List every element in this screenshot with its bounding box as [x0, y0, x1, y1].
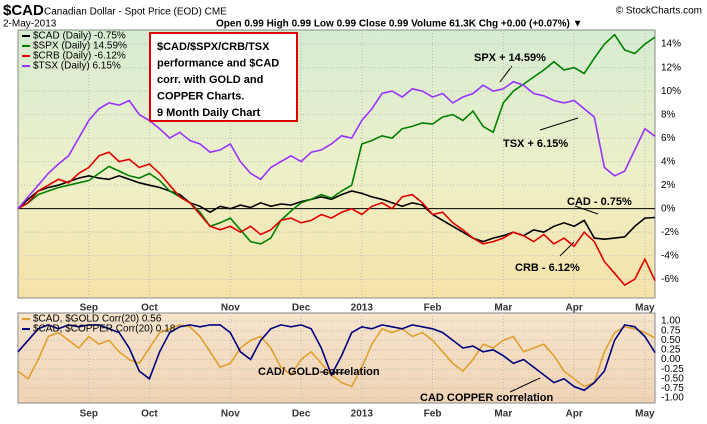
x-tick-label: Sep [80, 303, 98, 314]
callout-text: corr. with GOLD and [157, 74, 263, 86]
callout-text: performance and $CAD [157, 57, 279, 69]
callout-text: COPPER Charts. [157, 90, 244, 102]
annotation: CAD - 0.75% [567, 196, 632, 208]
instrument-name: Canadian Dollar - Spot Price (EOD) CME [44, 7, 227, 18]
annotation: CRB - 6.12% [515, 262, 580, 274]
y-tick-label: -1.00 [661, 393, 684, 404]
y-tick-label: 6% [661, 133, 676, 144]
y-tick-label: 0.00 [661, 354, 681, 365]
y-tick-label: -6% [661, 274, 679, 285]
x-tick-label: Oct [141, 303, 158, 314]
x-tick-label: Feb [424, 409, 442, 420]
callout-text: 9 Month Daily Chart [157, 107, 261, 119]
y-tick-label: 8% [661, 109, 676, 120]
x-tick-label: Apr [565, 409, 582, 420]
legend-label: $CAD (Daily) -0.75% [33, 31, 126, 42]
y-tick-label: 14% [661, 39, 681, 50]
y-tick-label: 12% [661, 62, 681, 73]
x-tick-label: Nov [221, 303, 240, 314]
y-tick-label: -2% [661, 227, 679, 238]
quote: Open 0.99 High 0.99 Low 0.99 Close 0.99 … [216, 19, 583, 30]
x-tick-label: 2013 [351, 409, 374, 420]
date: 2-May-2013 [3, 19, 57, 30]
legend-label: $TSX (Daily) 6.15% [33, 61, 121, 72]
annotation: TSX + 6.15% [503, 138, 568, 150]
y-tick-label: 0.50 [661, 335, 681, 346]
symbol: $CAD [3, 2, 44, 19]
y-tick-label: 1.00 [661, 316, 681, 327]
y-tick-label: -0.50 [661, 373, 684, 384]
series-line [17, 33, 656, 245]
y-tick-label: 4% [661, 156, 676, 167]
x-tick-label: May [635, 409, 655, 420]
y-tick-label: 0% [661, 203, 676, 214]
x-tick-label: Mar [494, 409, 512, 420]
y-tick-label: -4% [661, 250, 679, 261]
annotation: SPX + 14.59% [474, 52, 546, 64]
series-line [17, 324, 656, 388]
y-tick-label: 0.75 [661, 325, 681, 336]
y-tick-label: -0.25 [661, 364, 684, 375]
legend-label: $SPX (Daily) 14.59% [33, 41, 127, 52]
x-tick-label: May [635, 303, 655, 314]
source: © StockCharts.com [616, 6, 702, 17]
y-tick-label: 10% [661, 86, 681, 97]
annotation: CAD COPPER correlation [420, 392, 554, 404]
legend-label: $CAD, $GOLD Corr(20) 0.56 [33, 314, 162, 325]
x-tick-label: Oct [141, 409, 158, 420]
y-tick-label: 2% [661, 180, 676, 191]
x-tick-label: Apr [565, 303, 582, 314]
x-tick-label: Dec [292, 409, 311, 420]
annotation: CAD/ GOLD correlation [258, 366, 380, 378]
callout-box [149, 32, 298, 122]
x-tick-label: Dec [292, 303, 311, 314]
y-tick-label: 0.25 [661, 345, 681, 356]
x-tick-label: Mar [494, 303, 512, 314]
x-tick-label: Sep [80, 409, 98, 420]
plot-area [17, 29, 656, 299]
legend-label: $CAD, $COPPER Corr(20) 0.18 [33, 324, 176, 335]
x-tick-label: 2013 [351, 303, 374, 314]
series-line [17, 174, 656, 243]
y-tick-label: -0.75 [661, 383, 684, 394]
x-tick-label: Feb [424, 303, 442, 314]
x-tick-label: Nov [221, 409, 240, 420]
series-line [17, 151, 656, 287]
legend-label: $CRB (Daily) -6.12% [33, 51, 126, 62]
series-line [17, 80, 656, 210]
series-line [17, 324, 656, 392]
callout-text: $CAD/$SPX/CRB/TSX [157, 41, 270, 53]
